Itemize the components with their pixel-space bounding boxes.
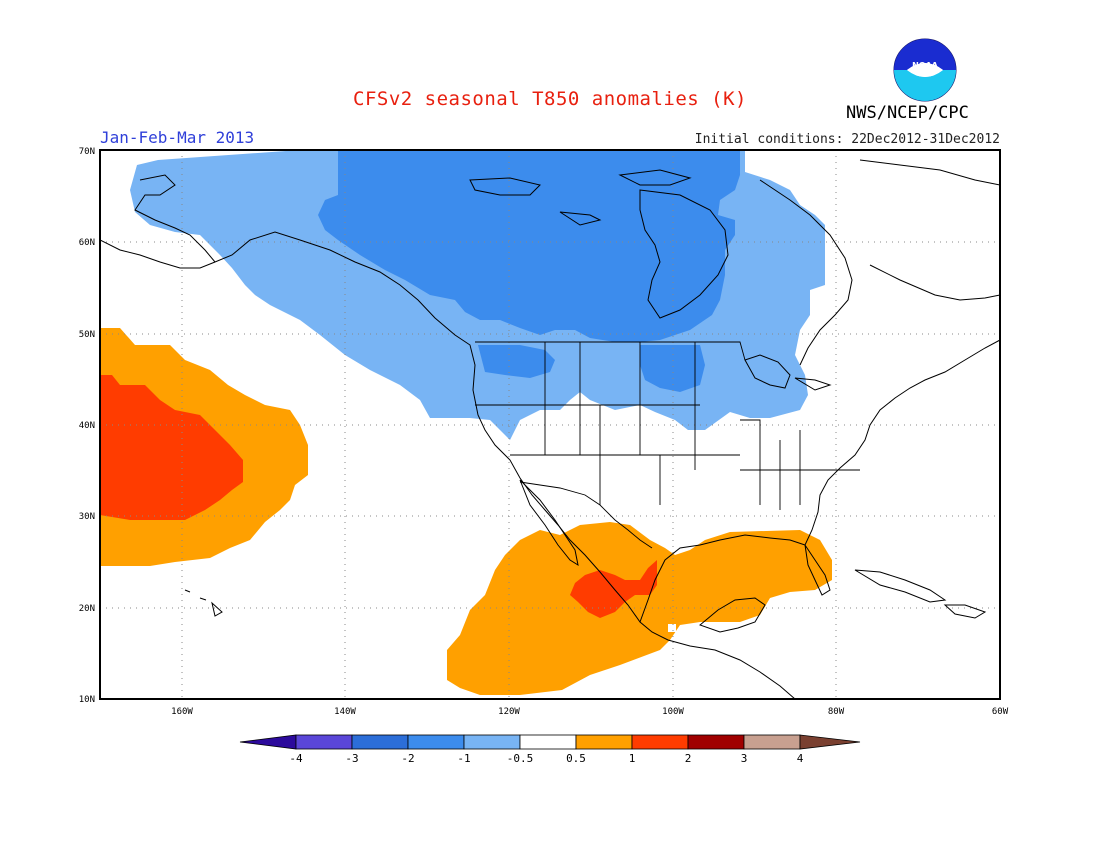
lon-label: 60W bbox=[992, 707, 1009, 717]
lon-label: 100W bbox=[662, 707, 684, 717]
page-title: CFSv2 seasonal T850 anomalies (K) bbox=[353, 88, 747, 110]
lon-label: 140W bbox=[334, 707, 356, 717]
latitude-labels: 70N 60N 50N 40N 30N 20N 10N bbox=[79, 147, 95, 705]
anomaly-region-blue bbox=[318, 150, 740, 342]
colorbar-label: 0.5 bbox=[566, 752, 586, 765]
lon-label: 120W bbox=[498, 707, 520, 717]
lat-label: 50N bbox=[79, 330, 95, 340]
colorbar-swatch bbox=[519, 734, 577, 750]
lon-label: 160W bbox=[171, 707, 193, 717]
colorbar-label: 1 bbox=[629, 752, 636, 765]
colorbar-swatch bbox=[799, 734, 861, 750]
colorbar-swatch bbox=[631, 734, 689, 750]
lat-label: 40N bbox=[79, 421, 95, 431]
map-frame bbox=[99, 149, 1001, 700]
initial-conditions: Initial conditions: 22Dec2012-31Dec2012 bbox=[694, 132, 1000, 147]
colorbar-swatch bbox=[351, 734, 409, 750]
agency-label: NWS/NCEP/CPC bbox=[846, 103, 969, 123]
colorbar-label: 3 bbox=[741, 752, 748, 765]
anomaly-region-blue-us bbox=[478, 345, 555, 378]
colorbar-swatch bbox=[743, 734, 801, 750]
colorbar bbox=[239, 734, 861, 750]
colorbar-label: -1 bbox=[457, 752, 470, 765]
colorbar-swatch bbox=[575, 734, 633, 750]
anomaly-region-red-mexico bbox=[570, 560, 657, 618]
noaa-logo-icon: NOAA bbox=[893, 38, 957, 102]
anomaly-region-orange-mexico bbox=[447, 522, 832, 695]
colorbar-swatch bbox=[239, 734, 297, 750]
colorbar-label: -4 bbox=[289, 752, 303, 765]
anomaly-region-blue-lakes bbox=[640, 345, 705, 392]
colorbar-swatch bbox=[463, 734, 521, 750]
white-spot bbox=[668, 624, 676, 632]
colorbar-label: 4 bbox=[797, 752, 804, 765]
lat-label: 10N bbox=[79, 695, 95, 705]
coastlines bbox=[100, 159, 1000, 699]
colorbar-swatch bbox=[687, 734, 745, 750]
colorbar-label: -2 bbox=[401, 752, 414, 765]
lat-label: 20N bbox=[79, 604, 95, 614]
anomaly-region-red-pacific bbox=[100, 375, 243, 520]
colorbar-label: 2 bbox=[685, 752, 692, 765]
colorbar-swatch bbox=[407, 734, 465, 750]
anomaly-fields bbox=[100, 150, 832, 695]
political-borders bbox=[475, 341, 860, 549]
forecast-period: Jan-Feb-Mar 2013 bbox=[100, 128, 255, 147]
colorbar-swatch bbox=[295, 734, 353, 750]
lat-label: 30N bbox=[79, 512, 95, 522]
colorbar-label: -0.5 bbox=[507, 752, 534, 765]
lat-label: 60N bbox=[79, 238, 95, 248]
colorbar-labels: -4 -3 -2 -1 -0.5 0.5 1 2 3 4 bbox=[289, 752, 803, 765]
colorbar-label: -3 bbox=[345, 752, 358, 765]
lat-label: 70N bbox=[79, 147, 95, 157]
longitude-labels: 160W 140W 120W 100W 80W 60W bbox=[171, 707, 1009, 717]
logo-text: NOAA bbox=[912, 61, 938, 70]
lon-label: 80W bbox=[828, 707, 845, 717]
